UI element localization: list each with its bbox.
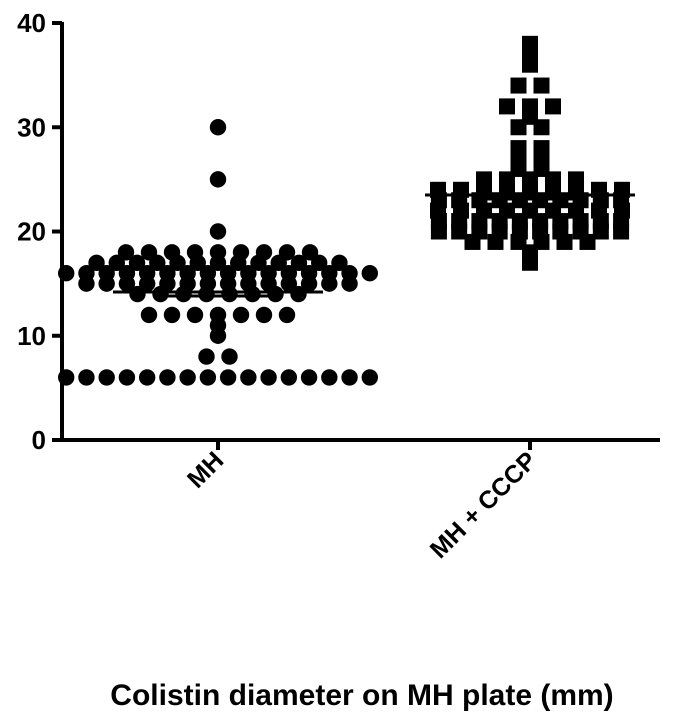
- mh-data-point: [219, 369, 237, 386]
- mh-data-point: [129, 285, 146, 303]
- mh-data-point: [321, 265, 338, 282]
- mh-data-point: [198, 348, 215, 365]
- mh-data-point: [260, 369, 277, 386]
- mh-data-point: [255, 244, 273, 261]
- mh-data-point: [361, 265, 378, 282]
- y-tick-label: 10: [17, 321, 46, 351]
- mh-data-point: [232, 244, 250, 261]
- mean-lines: [113, 193, 635, 298]
- mh-data-point: [209, 244, 227, 261]
- mh-data-point: [159, 369, 176, 386]
- mh-data-point: [219, 265, 237, 282]
- data-points: [57, 35, 630, 386]
- mh-data-point: [278, 244, 296, 261]
- mh-data-point: [331, 254, 348, 271]
- category-labels: MH MH + CCCP: [182, 446, 542, 564]
- y-tick-label: 40: [17, 8, 46, 38]
- x-axis: [60, 438, 660, 450]
- y-tick-label: 20: [17, 217, 46, 247]
- mh-data-point: [159, 265, 176, 282]
- mh-cccp-data-point: [568, 171, 584, 188]
- mh-cccp-data-point: [510, 77, 527, 94]
- y-axis: 0 10 20 30 40: [17, 8, 64, 455]
- mh-data-point: [221, 348, 238, 365]
- mh-data-point: [128, 254, 146, 271]
- mh-data-point: [138, 369, 156, 386]
- mh-data-point: [280, 265, 298, 282]
- mh-data-point: [290, 254, 308, 271]
- mh-data-point: [118, 265, 136, 282]
- mh-data-point: [260, 265, 277, 282]
- mh-cccp-data-point: [510, 140, 527, 157]
- y-tick-label: 30: [17, 112, 46, 142]
- mh-data-point: [179, 265, 196, 282]
- mh-data-point: [163, 244, 181, 261]
- mh-data-point: [57, 369, 75, 386]
- mh-data-point: [232, 306, 250, 324]
- mh-data-point: [57, 265, 75, 282]
- mh-data-point: [78, 369, 95, 386]
- mh-data-point: [98, 369, 115, 386]
- mh-cccp-data-point: [522, 98, 538, 115]
- mh-data-point: [118, 369, 136, 386]
- x-category-label: MH + CCCP: [425, 446, 543, 564]
- mh-data-point: [138, 265, 156, 282]
- mh-cccp-data-point: [545, 98, 561, 115]
- mh-data-point: [240, 265, 257, 282]
- mh-data-point: [199, 265, 217, 282]
- mh-data-point: [140, 244, 158, 261]
- mh-data-point: [98, 265, 115, 282]
- y-tick-label: 0: [32, 425, 46, 455]
- mh-data-point: [300, 369, 318, 386]
- mh-data-point: [78, 265, 95, 282]
- mh-data-point: [361, 369, 378, 386]
- mh-data-point: [290, 285, 307, 303]
- mh-data-point: [209, 306, 227, 324]
- mh-data-point: [209, 223, 227, 240]
- mh-data-point: [341, 265, 358, 282]
- mh-data-point: [88, 254, 105, 271]
- mh-data-point: [209, 171, 227, 188]
- mh-cccp-data-point: [499, 98, 515, 115]
- mh-data-point: [186, 244, 204, 261]
- mh-data-point: [117, 244, 135, 261]
- mh-data-point: [278, 306, 296, 324]
- mh-cccp-data-point: [533, 140, 550, 157]
- mh-data-point: [255, 306, 273, 324]
- x-category-label: MH: [182, 446, 229, 493]
- mh-data-point: [300, 265, 318, 282]
- mh-cccp-data-point: [476, 171, 492, 188]
- mh-data-point: [301, 244, 319, 261]
- x-axis-title: Colistin diameter on MH plate (mm): [110, 679, 613, 712]
- mh-data-point: [321, 369, 338, 386]
- mh-data-point: [280, 369, 298, 386]
- mh-data-point: [341, 369, 358, 386]
- mh-data-point: [140, 306, 158, 324]
- mh-data-point: [199, 369, 217, 386]
- mh-data-point: [186, 306, 204, 324]
- mh-data-point: [209, 119, 227, 136]
- mh-data-point: [179, 369, 196, 386]
- mh-cccp-data-point: [522, 35, 538, 52]
- mh-cccp-data-point: [533, 77, 550, 94]
- mh-data-point: [163, 306, 181, 324]
- mh-data-point: [240, 369, 257, 386]
